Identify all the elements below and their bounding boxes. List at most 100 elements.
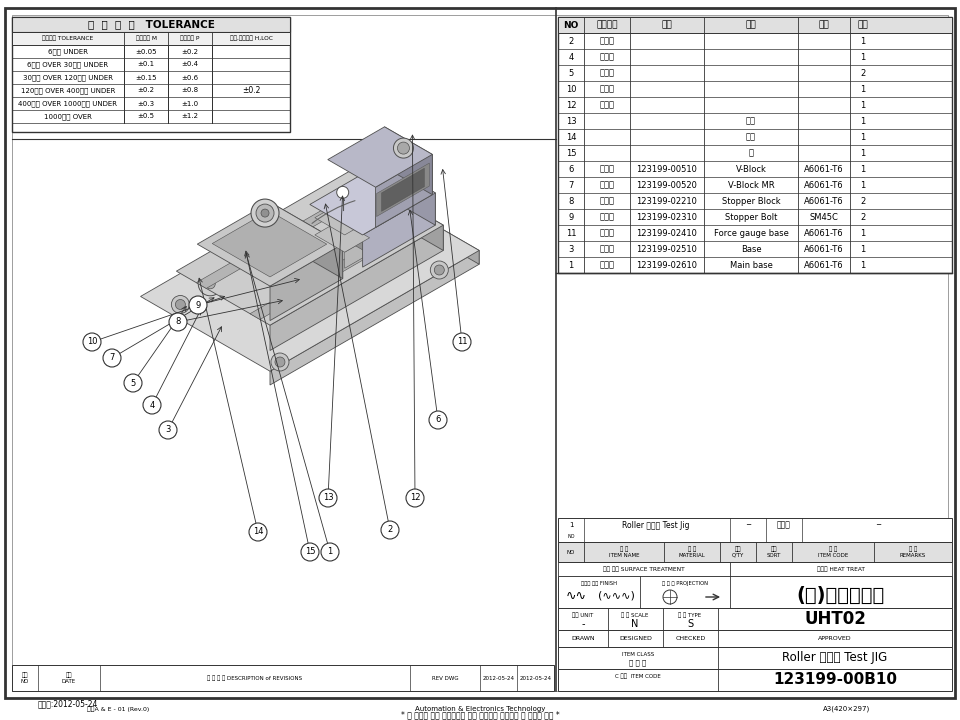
Polygon shape <box>196 183 379 289</box>
Circle shape <box>103 349 121 367</box>
Text: 마무리 치수 FINISH: 마무리 치수 FINISH <box>581 582 617 587</box>
Polygon shape <box>270 244 343 320</box>
Text: Stopper Block: Stopper Block <box>722 197 780 205</box>
Text: NO: NO <box>564 20 579 30</box>
Text: -: - <box>581 619 585 629</box>
Text: 12: 12 <box>410 493 420 503</box>
Text: 123199-02310: 123199-02310 <box>636 212 698 222</box>
Circle shape <box>319 489 337 507</box>
Polygon shape <box>363 193 435 267</box>
Text: Automation & Electronics Technology: Automation & Electronics Technology <box>415 706 545 712</box>
Text: 척 도 SCALE: 척 도 SCALE <box>621 612 649 618</box>
Text: 수량: 수량 <box>857 20 869 30</box>
Text: 9: 9 <box>196 300 201 310</box>
Text: REV DWG: REV DWG <box>432 675 458 680</box>
Text: 1: 1 <box>860 37 866 45</box>
Text: 수량
Q'TY: 수량 Q'TY <box>732 546 744 558</box>
Text: 열처리 HEAT TREAT: 열처리 HEAT TREAT <box>817 566 865 572</box>
FancyBboxPatch shape <box>12 17 290 32</box>
Text: 400초과 OVER 1000이하 UNDER: 400초과 OVER 1000이하 UNDER <box>18 100 117 107</box>
Text: 123199-02610: 123199-02610 <box>636 261 698 269</box>
Circle shape <box>199 271 223 296</box>
Text: 6: 6 <box>568 164 574 174</box>
Text: 1: 1 <box>568 522 573 528</box>
Circle shape <box>275 357 285 367</box>
Text: 4: 4 <box>568 53 574 61</box>
Text: 비 고
REMARKS: 비 고 REMARKS <box>900 546 926 558</box>
Circle shape <box>453 333 471 351</box>
Circle shape <box>143 396 161 414</box>
Text: ±1.2: ±1.2 <box>181 114 199 120</box>
Text: 10: 10 <box>565 84 576 94</box>
Text: V-Block: V-Block <box>735 164 766 174</box>
Text: 8: 8 <box>568 197 574 205</box>
Text: A6061-T6: A6061-T6 <box>804 181 844 189</box>
Text: * 본 도면은 당사 자신이므로 서면 동의없이 무단전재 및 복사를 금함 *: * 본 도면은 당사 자신이므로 서면 동의없이 무단전재 및 복사를 금함 * <box>400 711 560 719</box>
Text: 8: 8 <box>176 318 180 326</box>
Text: 1: 1 <box>860 228 866 238</box>
Text: 가공품: 가공품 <box>599 245 614 253</box>
Text: 4: 4 <box>150 400 155 410</box>
Text: 2: 2 <box>388 526 393 534</box>
Text: A6061-T6: A6061-T6 <box>804 197 844 205</box>
Text: 양식A & E - 01 (Rev.0): 양식A & E - 01 (Rev.0) <box>86 706 149 712</box>
Text: A6061-T6: A6061-T6 <box>804 164 844 174</box>
Circle shape <box>434 265 444 275</box>
FancyBboxPatch shape <box>558 669 952 691</box>
Text: 구매품: 구매품 <box>599 53 614 61</box>
Text: ±1.0: ±1.0 <box>181 101 199 107</box>
Text: A6061-T6: A6061-T6 <box>804 228 844 238</box>
Text: ─: ─ <box>876 522 880 528</box>
Text: ±0.15: ±0.15 <box>135 74 156 81</box>
Text: 123199-00520: 123199-00520 <box>636 181 697 189</box>
Polygon shape <box>381 168 424 212</box>
Text: NO: NO <box>566 549 575 554</box>
Text: 각 법 TYPE: 각 법 TYPE <box>679 612 702 618</box>
Text: 7: 7 <box>568 181 574 189</box>
Circle shape <box>330 204 348 222</box>
Text: 6초과 OVER 30이하 UNDER: 6초과 OVER 30이하 UNDER <box>28 61 108 68</box>
Text: 정삭기준 M: 정삭기준 M <box>135 36 156 41</box>
Text: (주)유일하이텍: (주)유일하이텍 <box>797 585 885 605</box>
Text: 2: 2 <box>568 37 574 45</box>
Text: 1: 1 <box>860 53 866 61</box>
Text: 1: 1 <box>860 132 866 142</box>
Circle shape <box>256 204 274 222</box>
Polygon shape <box>198 202 343 286</box>
Text: A6061-T6: A6061-T6 <box>804 261 844 269</box>
Text: 구매품: 구매품 <box>599 84 614 94</box>
Polygon shape <box>376 163 429 217</box>
Text: A6061-T6: A6061-T6 <box>804 245 844 253</box>
Text: SM45C: SM45C <box>809 212 838 222</box>
Text: 1: 1 <box>860 245 866 253</box>
FancyBboxPatch shape <box>558 647 952 669</box>
Circle shape <box>169 313 187 331</box>
Circle shape <box>397 142 410 154</box>
Polygon shape <box>345 238 370 269</box>
Text: A3(420×297): A3(420×297) <box>823 706 870 712</box>
Polygon shape <box>315 220 370 252</box>
Polygon shape <box>340 203 370 237</box>
Circle shape <box>124 374 142 392</box>
Circle shape <box>249 523 267 541</box>
Circle shape <box>394 138 414 158</box>
Text: 15: 15 <box>565 148 576 158</box>
Circle shape <box>176 300 185 310</box>
Text: C 번호  ITEM CODE: C 번호 ITEM CODE <box>615 673 660 679</box>
FancyBboxPatch shape <box>12 665 554 691</box>
Text: 11: 11 <box>457 338 468 346</box>
Text: 구멍,나사허위 H,LOC: 구멍,나사허위 H,LOC <box>229 36 273 41</box>
Circle shape <box>321 543 339 561</box>
Text: 구매품: 구매품 <box>599 101 614 109</box>
Text: 재 질
MATERIAL: 재 질 MATERIAL <box>679 546 706 558</box>
Text: 123199-00510: 123199-00510 <box>636 164 697 174</box>
Circle shape <box>430 261 448 279</box>
Polygon shape <box>340 220 370 254</box>
Text: ±0.2: ±0.2 <box>181 48 199 55</box>
Text: Stopper Bolt: Stopper Bolt <box>725 212 778 222</box>
Text: 날짜
DATE: 날짜 DATE <box>62 672 76 684</box>
Polygon shape <box>375 154 432 228</box>
Circle shape <box>205 279 215 289</box>
Text: 황삭기준 P: 황삭기준 P <box>180 36 200 41</box>
Text: 14: 14 <box>565 132 576 142</box>
